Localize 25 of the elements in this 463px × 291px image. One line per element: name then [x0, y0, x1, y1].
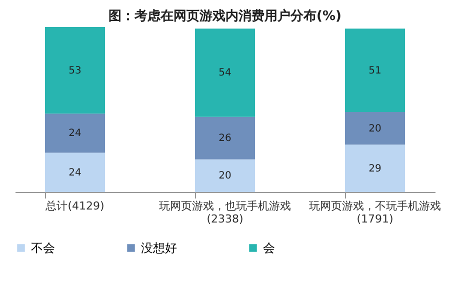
- bar: [345, 28, 405, 112]
- data-label: 51: [368, 65, 382, 76]
- bar: [345, 112, 405, 145]
- x-tick-label: 总计(4129): [44, 200, 104, 212]
- data-label: 24: [68, 128, 82, 140]
- data-label: 24: [68, 167, 82, 178]
- legend-label: 没想好: [141, 241, 177, 255]
- chart-title: 图：考虑在网页游戏内消费用户分布(%): [108, 8, 342, 24]
- legend-label: 会: [263, 241, 275, 255]
- legend-label: 不会: [31, 241, 55, 255]
- data-label: 20: [368, 123, 382, 134]
- bar: [195, 116, 255, 160]
- data-label: 54: [218, 68, 232, 79]
- bar: [45, 114, 105, 153]
- data-label: 53: [68, 65, 82, 76]
- data-label: 29: [368, 163, 382, 174]
- data-label: 26: [218, 133, 232, 144]
- bar: [195, 28, 255, 117]
- bar: [345, 144, 405, 192]
- data-label: 20: [218, 170, 232, 182]
- bar: [45, 152, 105, 192]
- x-tick-label: 玩网页游戏，也玩手机游戏(2338): [159, 200, 291, 226]
- bar: [195, 159, 255, 192]
- x-tick-label: 玩网页游戏，不玩手机游戏(1791): [309, 200, 441, 226]
- bar: [45, 27, 105, 114]
